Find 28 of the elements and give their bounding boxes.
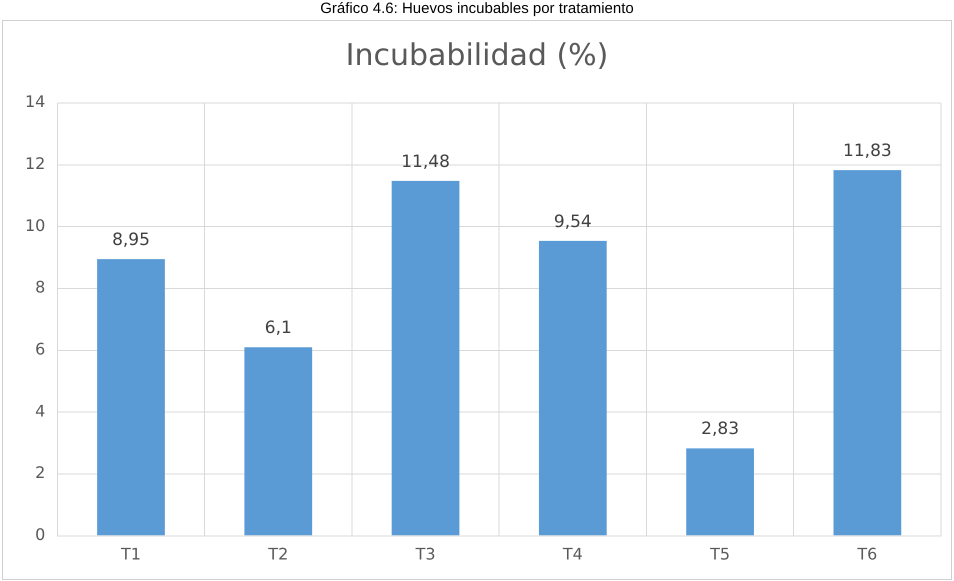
y-tick-label: 8 xyxy=(35,278,46,297)
data-label: 9,54 xyxy=(554,212,592,232)
data-label: 8,95 xyxy=(112,230,150,250)
x-tick-label: T4 xyxy=(562,544,583,564)
bar xyxy=(244,347,312,536)
y-tick-label: 10 xyxy=(25,216,46,235)
y-tick-label: 2 xyxy=(35,463,46,482)
y-tick-label: 4 xyxy=(35,401,46,420)
x-tick-label: T1 xyxy=(120,544,141,564)
y-tick-label: 6 xyxy=(35,339,46,358)
text: Gráfico 4.6: Huevos incubables por tratamiento xyxy=(319,0,635,18)
x-tick-label: T3 xyxy=(414,544,436,564)
x-tick-label: T6 xyxy=(856,544,878,564)
data-label: 11,83 xyxy=(843,141,892,162)
y-tick-label: 12 xyxy=(25,154,46,173)
x-tick-label: T5 xyxy=(709,544,730,564)
y-tick-label: 0 xyxy=(35,524,46,544)
y-tick-label: 14 xyxy=(25,92,46,112)
data-label: 6,1 xyxy=(264,318,292,338)
bar xyxy=(686,448,754,536)
chart-title: Incubabilidad (%) xyxy=(346,38,608,73)
bar xyxy=(833,170,902,536)
data-label: 11,48 xyxy=(401,152,450,172)
bar xyxy=(392,180,460,536)
data-label: 2,83 xyxy=(701,419,740,440)
x-tick-label: T2 xyxy=(267,544,288,564)
bar xyxy=(538,240,607,536)
bar xyxy=(97,259,165,536)
